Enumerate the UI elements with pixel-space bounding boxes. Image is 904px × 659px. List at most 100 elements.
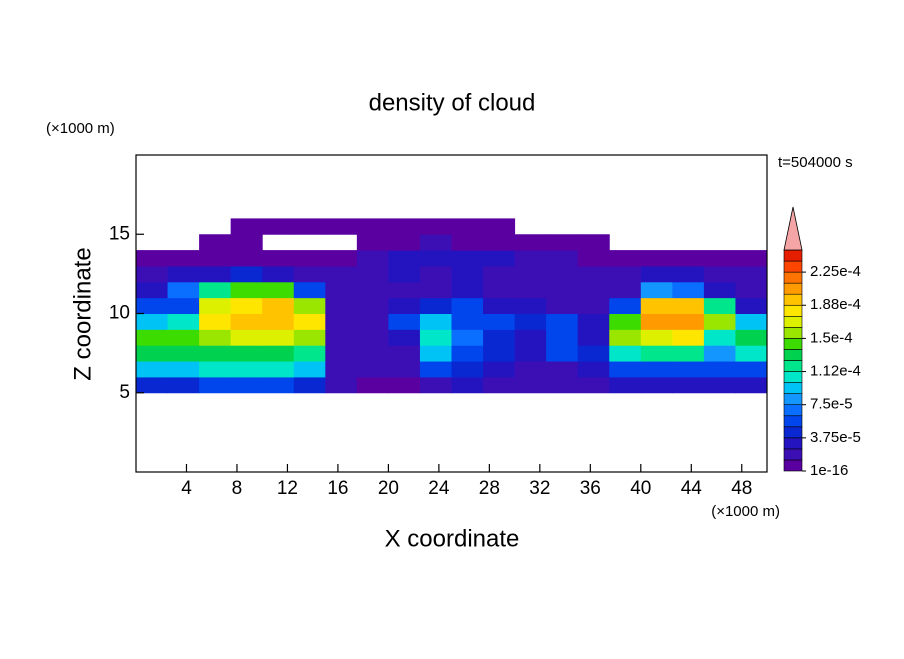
contour-cell — [262, 297, 295, 314]
contour-cell — [388, 361, 421, 378]
x-tick-label: 32 — [529, 478, 550, 499]
contour-cell — [325, 313, 358, 330]
contour-cell — [167, 313, 200, 330]
contour-cell — [325, 218, 358, 235]
y-tick-label: 5 — [119, 382, 130, 403]
contour-cell — [609, 297, 642, 314]
x-tick-label: 44 — [681, 478, 703, 499]
contour-cell — [199, 361, 232, 378]
contour-cell — [640, 345, 673, 362]
contour-cell — [703, 265, 736, 283]
y-unit: (×1000 m) — [46, 120, 115, 137]
contour-cell — [577, 281, 610, 299]
contour-cell — [136, 376, 169, 394]
contour-cell — [672, 297, 705, 314]
contour-cell — [388, 234, 421, 251]
contour-cell — [672, 313, 705, 330]
contour-cell — [703, 281, 736, 299]
contour-cell — [230, 297, 263, 314]
contour-cell — [419, 234, 452, 251]
contour-cell — [356, 234, 389, 251]
colorbar-band — [783, 293, 803, 306]
contour-cell — [293, 218, 326, 235]
contour-cell — [609, 329, 642, 346]
contour-cell — [199, 376, 232, 394]
contour-cell — [703, 250, 736, 267]
contour-cell — [577, 361, 610, 378]
contour-cell — [609, 265, 642, 283]
contour-cell — [514, 250, 547, 267]
contour-cell — [293, 313, 326, 330]
contour-cell — [514, 234, 547, 251]
contour-cell — [514, 281, 547, 299]
colorbar-band — [783, 415, 803, 428]
contour-cell — [325, 281, 358, 299]
contour-cell — [483, 218, 516, 235]
contour-cell — [451, 297, 484, 314]
contour-cell — [735, 265, 768, 283]
contour-cell — [451, 361, 484, 378]
contour-cell — [419, 218, 452, 235]
colorbar-tick-label: 2.25e-4 — [810, 263, 861, 280]
contour-cell — [388, 297, 421, 314]
contour-cell — [262, 281, 295, 299]
contour-cell — [419, 345, 452, 362]
contour-cell — [735, 361, 768, 378]
colorbar-over — [783, 206, 803, 251]
contour-cell — [167, 265, 200, 283]
contour-cell — [419, 329, 452, 346]
contour-cell — [167, 376, 200, 394]
contour-cell — [546, 376, 579, 394]
x-unit: (×1000 m) — [711, 503, 780, 520]
y-tick-label: 15 — [109, 223, 130, 244]
contour-cell — [230, 361, 263, 378]
contour-cell — [293, 281, 326, 299]
contour-cell — [546, 313, 579, 330]
contour-cell — [577, 265, 610, 283]
contour-cell — [356, 329, 389, 346]
contour-cell — [640, 313, 673, 330]
contour-cell — [325, 329, 358, 346]
contour-cell — [483, 234, 516, 251]
contour-cell — [356, 345, 389, 362]
contour-cell — [577, 376, 610, 394]
contour-cell — [199, 265, 232, 283]
contour-cell — [325, 297, 358, 314]
colorbar-band — [783, 426, 803, 439]
contour-cell — [546, 345, 579, 362]
contour-cell — [325, 376, 358, 394]
contour-cell — [577, 329, 610, 346]
colorbar: 1e-16 3.75e-5 7.5e-5 1.12e-4 1.5e-4 1.88e-4 2.… — [783, 206, 861, 479]
colorbar-band — [783, 448, 803, 461]
contour-cell — [230, 281, 263, 299]
contour-cell — [167, 345, 200, 362]
contour-cell — [546, 297, 579, 314]
contour-cell — [672, 361, 705, 378]
contour-cell — [388, 250, 421, 267]
contour-cell — [356, 361, 389, 378]
contour-cell — [419, 265, 452, 283]
contour-cell — [483, 281, 516, 299]
y-axis-title: Z coordinate — [69, 247, 96, 380]
contour-cell — [262, 329, 295, 346]
contour-cell — [451, 250, 484, 267]
contour-cell — [167, 281, 200, 299]
contour-cell — [640, 376, 673, 394]
contour-cell — [640, 297, 673, 314]
contour-cell — [703, 361, 736, 378]
contour-cell — [356, 281, 389, 299]
contour-cell — [136, 345, 169, 362]
contour-cell — [609, 281, 642, 299]
colorbar-band — [783, 304, 803, 317]
contour-cell — [483, 361, 516, 378]
contour-cell — [136, 313, 169, 330]
time-label: t=504000 s — [778, 154, 853, 171]
contour-cell — [262, 345, 295, 362]
contour-cell — [199, 345, 232, 362]
colorbar-band — [783, 282, 803, 295]
contour-cell — [451, 345, 484, 362]
contour-cell — [230, 265, 263, 283]
x-tick-label: 28 — [479, 478, 500, 499]
colorbar-tick-label: 7.5e-5 — [810, 396, 853, 413]
contour-cell — [451, 376, 484, 394]
